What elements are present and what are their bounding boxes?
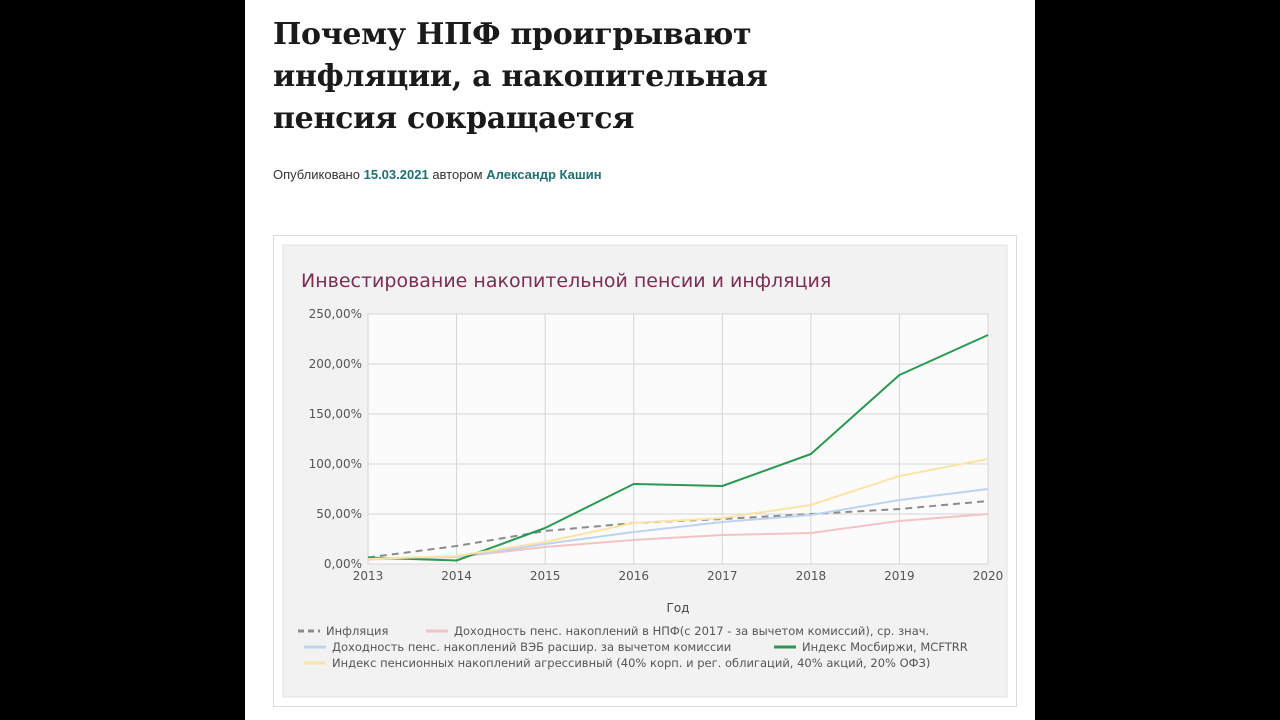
article-title: Почему НПФ проигрывают инфляции, а накоп…: [273, 14, 873, 140]
x-tick-label: 2018: [796, 569, 827, 583]
chart-figure: Инвестирование накопительной пенсии и ин…: [273, 235, 1017, 707]
chart: Инвестирование накопительной пенсии и ин…: [282, 244, 1008, 698]
y-tick-label: 250,00%: [309, 307, 362, 321]
legend-entry-5: Индекс пенсионных накоплений агрессивный…: [332, 656, 930, 670]
publish-date-link[interactable]: 15.03.2021: [363, 167, 429, 182]
x-tick-label: 2013: [353, 569, 384, 583]
legend-entry-2: Доходность пенс. накоплений в НПФ(с 2017…: [454, 624, 929, 638]
title-line-2: инфляции, а накопительная: [273, 59, 768, 94]
legend-entry-4: Индекс Мосбиржи, MCFTRR: [802, 640, 968, 654]
title-line-1: Почему НПФ проигрывают: [273, 17, 752, 52]
author-label: автором: [432, 167, 483, 182]
published-label: Опубликовано: [273, 167, 360, 182]
author-link[interactable]: Александр Кашин: [486, 167, 602, 182]
x-tick-label: 2015: [530, 569, 561, 583]
x-tick-label: 2014: [441, 569, 472, 583]
article: Почему НПФ проигрывают инфляции, а накоп…: [245, 0, 1035, 720]
article-meta: Опубликовано 15.03.2021 автором Александ…: [273, 167, 602, 182]
series-line-5: [367, 458, 989, 560]
x-tick-label: 2017: [707, 569, 738, 583]
series-line-4: [367, 334, 989, 562]
y-tick-label: 100,00%: [309, 457, 362, 471]
x-tick-label: 2020: [973, 569, 1004, 583]
x-axis-label: Год: [667, 601, 690, 615]
x-tick-label: 2019: [884, 569, 915, 583]
legend-entry-1: Инфляция: [326, 624, 388, 638]
legend: Инфляция Доходность пенс. накоплений в НП…: [298, 624, 968, 670]
y-tick-label: 50,00%: [316, 507, 362, 521]
legend-entry-3: Доходность пенс. накоплений ВЭБ расшир. …: [332, 640, 731, 654]
chart-title: Инвестирование накопительной пенсии и ин…: [301, 270, 831, 292]
title-line-3: пенсия сокращается: [273, 101, 635, 136]
series-lines: [367, 334, 989, 562]
gridlines: [367, 313, 989, 565]
y-axis-ticks: 0,00% 50,00% 100,00% 150,00% 200,00% 250,00%: [309, 307, 362, 571]
y-tick-label: 200,00%: [309, 357, 362, 371]
x-axis-ticks: 2013 2014 2015 2016 2017 2018 2019 2020: [353, 569, 1004, 583]
y-tick-label: 0,00%: [324, 557, 362, 571]
y-tick-label: 150,00%: [309, 407, 362, 421]
x-tick-label: 2016: [618, 569, 649, 583]
